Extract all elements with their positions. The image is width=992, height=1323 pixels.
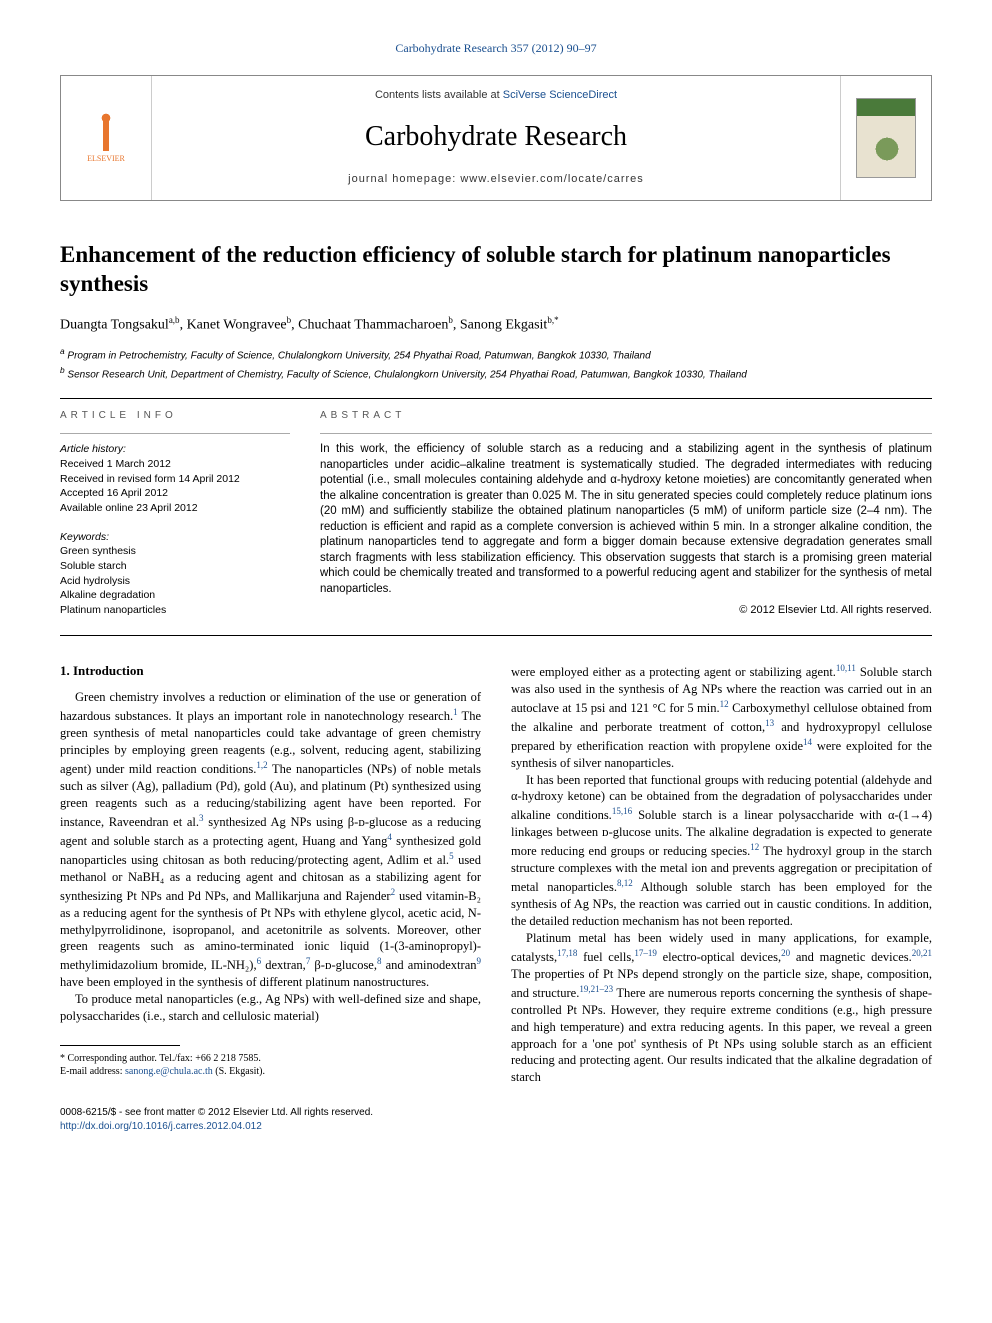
abstract-block: abstract In this work, the efficiency of… (320, 409, 932, 619)
elsevier-tree-icon (81, 103, 131, 153)
text-run: and aminodextran (381, 958, 476, 972)
ref-link[interactable]: 13 (765, 718, 774, 728)
doi-link[interactable]: http://dx.doi.org/10.1016/j.carres.2012.… (60, 1121, 262, 1132)
running-header: Carbohydrate Research 357 (2012) 90–97 (60, 40, 932, 57)
history-item: Received 1 March 2012 (60, 457, 290, 472)
author-list: Duangta Tongsakula,b, Kanet Wongraveeb, … (60, 314, 932, 335)
section-heading: 1. Introduction (60, 662, 481, 680)
divider (60, 398, 932, 399)
elsevier-logo-label: ELSEVIER (87, 153, 125, 164)
journal-header-center: Contents lists available at SciVerse Sci… (151, 76, 841, 200)
journal-cover-thumb (856, 98, 916, 178)
info-abstract-row: article info Article history: Received 1… (60, 409, 932, 619)
ref-link[interactable]: 15,16 (612, 806, 632, 816)
ref-link[interactable]: 9 (477, 956, 482, 966)
divider-thin (320, 433, 932, 434)
text-run: were employed either as a protecting age… (511, 665, 836, 679)
history-item: Available online 23 April 2012 (60, 501, 290, 516)
history-item: Received in revised form 14 April 2012 (60, 472, 290, 487)
article-info-label: article info (60, 409, 290, 423)
body-columns: 1. Introduction Green chemistry involves… (60, 662, 932, 1086)
abstract-label: abstract (320, 409, 932, 423)
text-run: and magnetic devices. (790, 950, 912, 964)
left-column: 1. Introduction Green chemistry involves… (60, 662, 481, 1086)
keyword-item: Platinum nanoparticles (60, 603, 290, 618)
para: Green chemistry involves a reduction or … (60, 689, 481, 991)
email-suffix: (S. Ekgasit). (213, 1066, 265, 1077)
homepage-prefix: journal homepage: (348, 173, 460, 185)
journal-header-box: ELSEVIER Contents lists available at Sci… (60, 75, 932, 201)
page-footer: 0008-6215/$ - see front matter © 2012 El… (60, 1106, 932, 1134)
journal-homepage: journal homepage: www.elsevier.com/locat… (162, 172, 830, 187)
ref-link[interactable]: 17,18 (557, 948, 577, 958)
ref-link[interactable]: 10,11 (836, 663, 856, 673)
ref-link[interactable]: 20 (781, 948, 790, 958)
text-run: dextran, (261, 958, 306, 972)
elsevier-logo: ELSEVIER (76, 103, 136, 173)
para: were employed either as a protecting age… (511, 662, 932, 772)
footnote-separator (60, 1045, 180, 1046)
publisher-logo-cell: ELSEVIER (61, 76, 151, 200)
ref-link[interactable]: 12 (750, 842, 759, 852)
text-run: Green chemistry involves a reduction or … (60, 690, 481, 723)
para: Platinum metal has been widely used in m… (511, 930, 932, 1086)
text-run: fuel cells, (577, 950, 634, 964)
affiliation-text: Sensor Research Unit, Department of Chem… (67, 369, 746, 380)
journal-cover-cell (841, 76, 931, 200)
article-title: Enhancement of the reduction efficiency … (60, 241, 932, 299)
email-link[interactable]: sanong.e@chula.ac.th (125, 1066, 213, 1077)
author-name: Chuchaat Thammacharoen (298, 318, 448, 333)
email-footnote: E-mail address: sanong.e@chula.ac.th (S.… (60, 1065, 481, 1078)
text-run: electro-optical devices, (657, 950, 781, 964)
corresponding-footnote: * Corresponding author. Tel./fax: +66 2 … (60, 1052, 481, 1065)
abstract-copyright: © 2012 Elsevier Ltd. All rights reserved… (320, 603, 932, 618)
author-name: Sanong Ekgasit (460, 318, 548, 333)
keyword-item: Alkaline degradation (60, 588, 290, 603)
text-run: have been employed in the synthesis of d… (60, 975, 429, 989)
ref-link[interactable]: 20,21 (912, 948, 932, 958)
homepage-url: www.elsevier.com/locate/carres (460, 173, 643, 185)
keyword-item: Green synthesis (60, 544, 290, 559)
author-name: Kanet Wongravee (187, 318, 287, 333)
front-matter-line: 0008-6215/$ - see front matter © 2012 El… (60, 1106, 373, 1120)
author-marks: b (287, 315, 292, 325)
author-marks: b,* (547, 315, 558, 325)
contents-line: Contents lists available at SciVerse Sci… (162, 88, 830, 103)
sciencedirect-link[interactable]: SciVerse ScienceDirect (503, 89, 617, 101)
running-header-link[interactable]: Carbohydrate Research 357 (2012) 90–97 (395, 41, 596, 55)
ref-link[interactable]: 17–19 (634, 948, 657, 958)
article-info-block: article info Article history: Received 1… (60, 409, 290, 619)
history-item: Accepted 16 April 2012 (60, 486, 290, 501)
email-label: E-mail address: (60, 1066, 125, 1077)
text-run: There are numerous reports concerning th… (511, 986, 932, 1084)
text-run: β-ᴅ-glucose, (310, 958, 377, 972)
keywords-label: Keywords: (60, 530, 290, 545)
keyword-item: Acid hydrolysis (60, 574, 290, 589)
affiliation-text: Program in Petrochemistry, Faculty of Sc… (67, 350, 650, 361)
para: To produce metal nanoparticles (e.g., Ag… (60, 991, 481, 1025)
divider-thin (60, 433, 290, 434)
author-name: Duangta Tongsakul (60, 318, 169, 333)
text-run: To produce metal nanoparticles (e.g., Ag… (60, 992, 481, 1023)
history-label: Article history: (60, 442, 290, 457)
divider (60, 635, 932, 636)
author-marks: b (448, 315, 453, 325)
author-marks: a,b (169, 315, 180, 325)
journal-name: Carbohydrate Research (162, 117, 830, 156)
keyword-item: Soluble starch (60, 559, 290, 574)
ref-link[interactable]: 12 (720, 699, 729, 709)
affiliation-a: a Program in Petrochemistry, Faculty of … (60, 346, 932, 363)
ref-link[interactable]: 1,2 (256, 760, 267, 770)
right-column: were employed either as a protecting age… (511, 662, 932, 1086)
footer-left: 0008-6215/$ - see front matter © 2012 El… (60, 1106, 373, 1134)
contents-prefix: Contents lists available at (375, 89, 503, 101)
para: It has been reported that functional gro… (511, 772, 932, 930)
affiliation-b: b Sensor Research Unit, Department of Ch… (60, 365, 932, 382)
abstract-text: In this work, the efficiency of soluble … (320, 442, 932, 597)
ref-link[interactable]: 19,21–23 (579, 984, 613, 994)
ref-link[interactable]: 8,12 (617, 878, 633, 888)
ref-link[interactable]: 14 (803, 737, 812, 747)
